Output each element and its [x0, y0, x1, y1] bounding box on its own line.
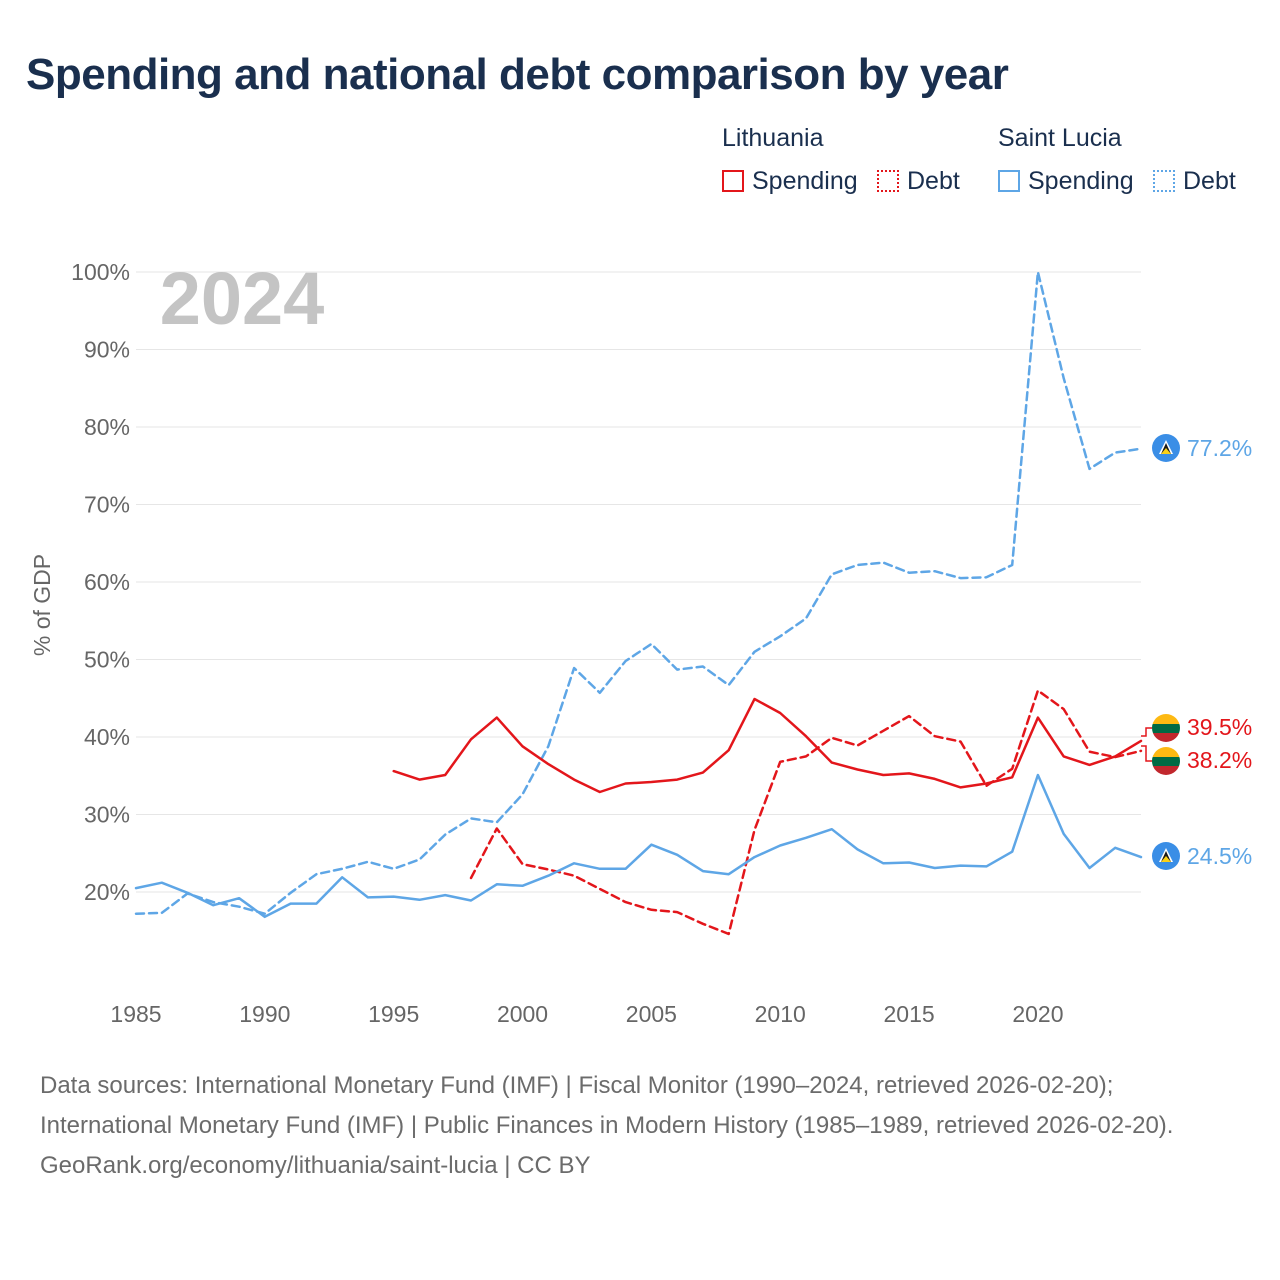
legend-saint-lucia-heading: Saint Lucia — [998, 124, 1122, 152]
legend-swatch-solid-blue — [998, 170, 1020, 192]
x-tick-label: 1985 — [110, 1001, 161, 1027]
chart-title: Spending and national debt comparison by… — [26, 50, 1009, 99]
end-label-lithuania-spending: 39.5% — [1187, 714, 1252, 740]
legend-label: Spending — [752, 166, 858, 195]
label-connector-lithuania-debt — [1141, 745, 1152, 762]
series-line-saint-lucia-debt[interactable] — [134, 270, 1143, 915]
legend-saint-lucia-spending[interactable]: Spending — [998, 166, 1134, 196]
x-tick-label: 2020 — [1012, 1001, 1063, 1027]
y-tick-label: 50% — [84, 647, 130, 673]
legend-swatch-solid-red — [722, 170, 744, 192]
flag-icon-saint-lucia — [1152, 842, 1180, 870]
y-tick-label: 80% — [84, 414, 130, 440]
legend-label: Debt — [907, 166, 960, 195]
series-line-lithuania-debt[interactable] — [469, 689, 1143, 936]
legend-lithuania-heading: Lithuania — [722, 124, 824, 152]
credit-link[interactable]: GeoRank.org/economy/lithuania/saint-luci… — [40, 1152, 591, 1179]
x-tick-label: 2005 — [626, 1001, 677, 1027]
y-tick-label: 90% — [84, 337, 130, 363]
grid-lines — [136, 271, 1141, 893]
legend-swatch-dotted-red — [877, 170, 899, 192]
x-tick-label: 2000 — [497, 1001, 548, 1027]
series-layer — [134, 270, 1143, 936]
legend-label: Debt — [1183, 166, 1236, 195]
x-tick-label: 2015 — [883, 1001, 934, 1027]
year-watermark: 2024 — [160, 257, 325, 340]
y-axis-label: % of GDP — [29, 554, 55, 656]
y-tick-label: 100% — [71, 259, 130, 285]
x-tick-label: 2010 — [755, 1001, 806, 1027]
legend-lithuania-debt[interactable]: Debt — [877, 166, 960, 196]
data-sources: Data sources: International Monetary Fun… — [40, 1072, 1174, 1139]
y-tick-label: 70% — [84, 492, 130, 518]
end-label-saint-lucia-debt: 77.2% — [1187, 435, 1252, 461]
flag-icon-lithuania — [1152, 747, 1180, 775]
y-tick-label: 40% — [84, 724, 130, 750]
end-label-saint-lucia-spending: 24.5% — [1187, 843, 1252, 869]
legend-lithuania-spending[interactable]: Spending — [722, 166, 858, 196]
flag-icon-lithuania — [1152, 714, 1180, 742]
y-tick-label: 20% — [84, 879, 130, 905]
label-connector-lithuania-spending — [1141, 727, 1152, 737]
legend-saint-lucia-debt[interactable]: Debt — [1153, 166, 1236, 196]
y-axis: 20% 30% 40% 50% 60% 70% 80% 90% 100% — [71, 259, 130, 905]
series-line-lithuania-spending[interactable] — [392, 697, 1143, 794]
x-tick-label: 1990 — [239, 1001, 290, 1027]
flag-icon-saint-lucia — [1152, 434, 1180, 462]
end-label-lithuania-debt: 38.2% — [1187, 747, 1252, 773]
line-chart: 20% 30% 40% 50% 60% 70% 80% 90% 100% 1985 1990 199… — [29, 257, 1252, 1027]
x-tick-label: 1995 — [368, 1001, 419, 1027]
y-tick-label: 30% — [84, 802, 130, 828]
footer: Data sources: International Monetary Fun… — [40, 1066, 1240, 1186]
legend-label: Spending — [1028, 166, 1134, 195]
x-axis: 1985 1990 1995 2000 2005 2010 2015 2020 — [110, 1001, 1063, 1027]
series-line-saint-lucia-spending[interactable] — [134, 773, 1143, 919]
y-tick-label: 60% — [84, 569, 130, 595]
legend-swatch-dotted-blue — [1153, 170, 1175, 192]
